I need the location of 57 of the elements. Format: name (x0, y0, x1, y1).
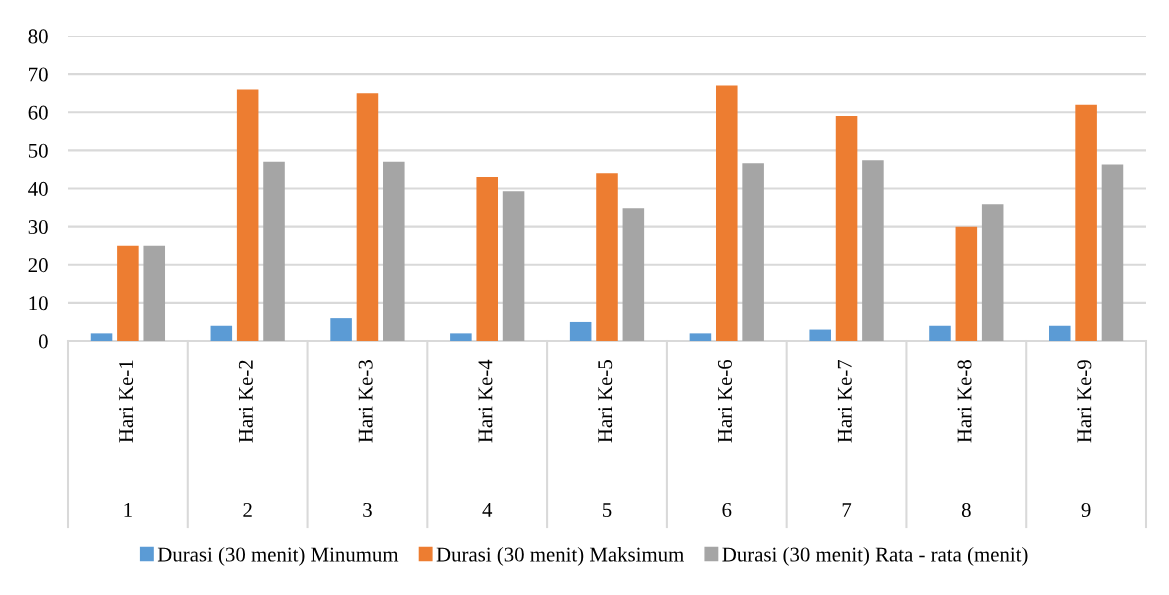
bar (143, 245, 166, 341)
x-tick-label: Hari Ke-6 (717, 359, 732, 443)
y-tick-label: 0 (38, 334, 48, 349)
x-tick-label: Hari Ke-5 (598, 360, 613, 443)
bar (1075, 104, 1097, 341)
bar (622, 208, 645, 341)
bar (981, 204, 1004, 341)
text: 1 (124, 503, 132, 517)
bar (862, 160, 884, 341)
bar (356, 93, 379, 341)
x-tick-label: Hari Ke-8 (957, 360, 972, 443)
bar (716, 85, 738, 341)
legend-label: Durasi (30 menit) Maksimum (436, 546, 684, 566)
bar (689, 333, 712, 341)
y-tick-label: 80 (28, 29, 48, 44)
bar (742, 163, 764, 341)
bar (835, 116, 858, 341)
text: 7 (842, 503, 852, 517)
bar (955, 226, 978, 341)
bar (263, 161, 285, 341)
text: 5 (603, 503, 612, 518)
bar (596, 173, 618, 341)
bar (383, 161, 405, 341)
y-tick-label: 50 (28, 143, 48, 158)
bar (809, 329, 831, 341)
bar (210, 325, 233, 341)
bar (1101, 164, 1124, 341)
bar (569, 321, 592, 341)
bar (90, 333, 113, 341)
text: 9 (1081, 503, 1091, 518)
y-tick-label: 40 (28, 181, 48, 196)
x-tick-label: Hari Ke-3 (358, 360, 373, 443)
y-tick-label: 10 (29, 296, 48, 311)
text: 6 (722, 503, 732, 518)
text: 8 (961, 502, 971, 518)
bar (929, 325, 951, 341)
legend-label: Durasi (30 menit) Rata - rata (menit) (722, 546, 1028, 566)
x-tick-label: Hari Ke-1 (119, 360, 134, 443)
y-tick-label: 20 (28, 258, 48, 273)
text: 2 (243, 503, 252, 517)
x-tick-label: Hari Ke-7 (837, 359, 852, 443)
bar (117, 245, 139, 341)
y-tick-label: 30 (28, 220, 48, 235)
bar (502, 191, 525, 341)
y-tick-label: 60 (28, 105, 48, 120)
bar (1048, 325, 1071, 341)
bar (236, 89, 259, 341)
x-tick-label: Hari Ke-2 (238, 360, 253, 443)
bar (330, 318, 352, 341)
text: 3 (363, 503, 372, 518)
bar (450, 333, 472, 341)
x-tick-label: Hari Ke-4 (478, 359, 493, 443)
y-tick-label: 70 (29, 67, 48, 82)
legend-label: Durasi (30 menit) Minumum (157, 546, 399, 566)
x-tick-label: Hari Ke-9 (1077, 360, 1092, 443)
text: 4 (482, 503, 493, 517)
bar (476, 177, 498, 341)
